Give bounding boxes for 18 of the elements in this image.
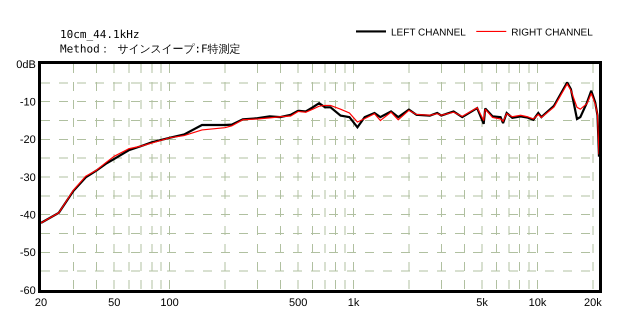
x-tick-label: 20k (584, 297, 602, 310)
y-tick-label: -30 (20, 172, 36, 184)
x-tick-label: 5k (476, 297, 488, 310)
x-tick-label: 10k (528, 297, 547, 310)
x-tick-label: 20 (34, 297, 48, 310)
y-tick-label: -50 (20, 247, 36, 260)
y-tick-label: -40 (20, 210, 36, 222)
y-tick-label: -60 (20, 284, 36, 297)
x-tick-label: 500 (288, 297, 308, 310)
legend-label: LEFT CHANNEL (391, 27, 466, 38)
legend-label: RIGHT CHANNEL (511, 27, 594, 38)
y-tick-label: 0dB (16, 58, 36, 71)
x-tick-label: 100 (160, 297, 179, 310)
x-tick-label: 1k (348, 297, 360, 310)
y-tick-label: -20 (20, 134, 36, 146)
chart-subtitle: 10cm_44.1kHz Method： サインスイープ:F特測定 (60, 28, 241, 56)
y-tick-label: -10 (20, 96, 36, 109)
x-tick-label: 50 (108, 297, 120, 310)
